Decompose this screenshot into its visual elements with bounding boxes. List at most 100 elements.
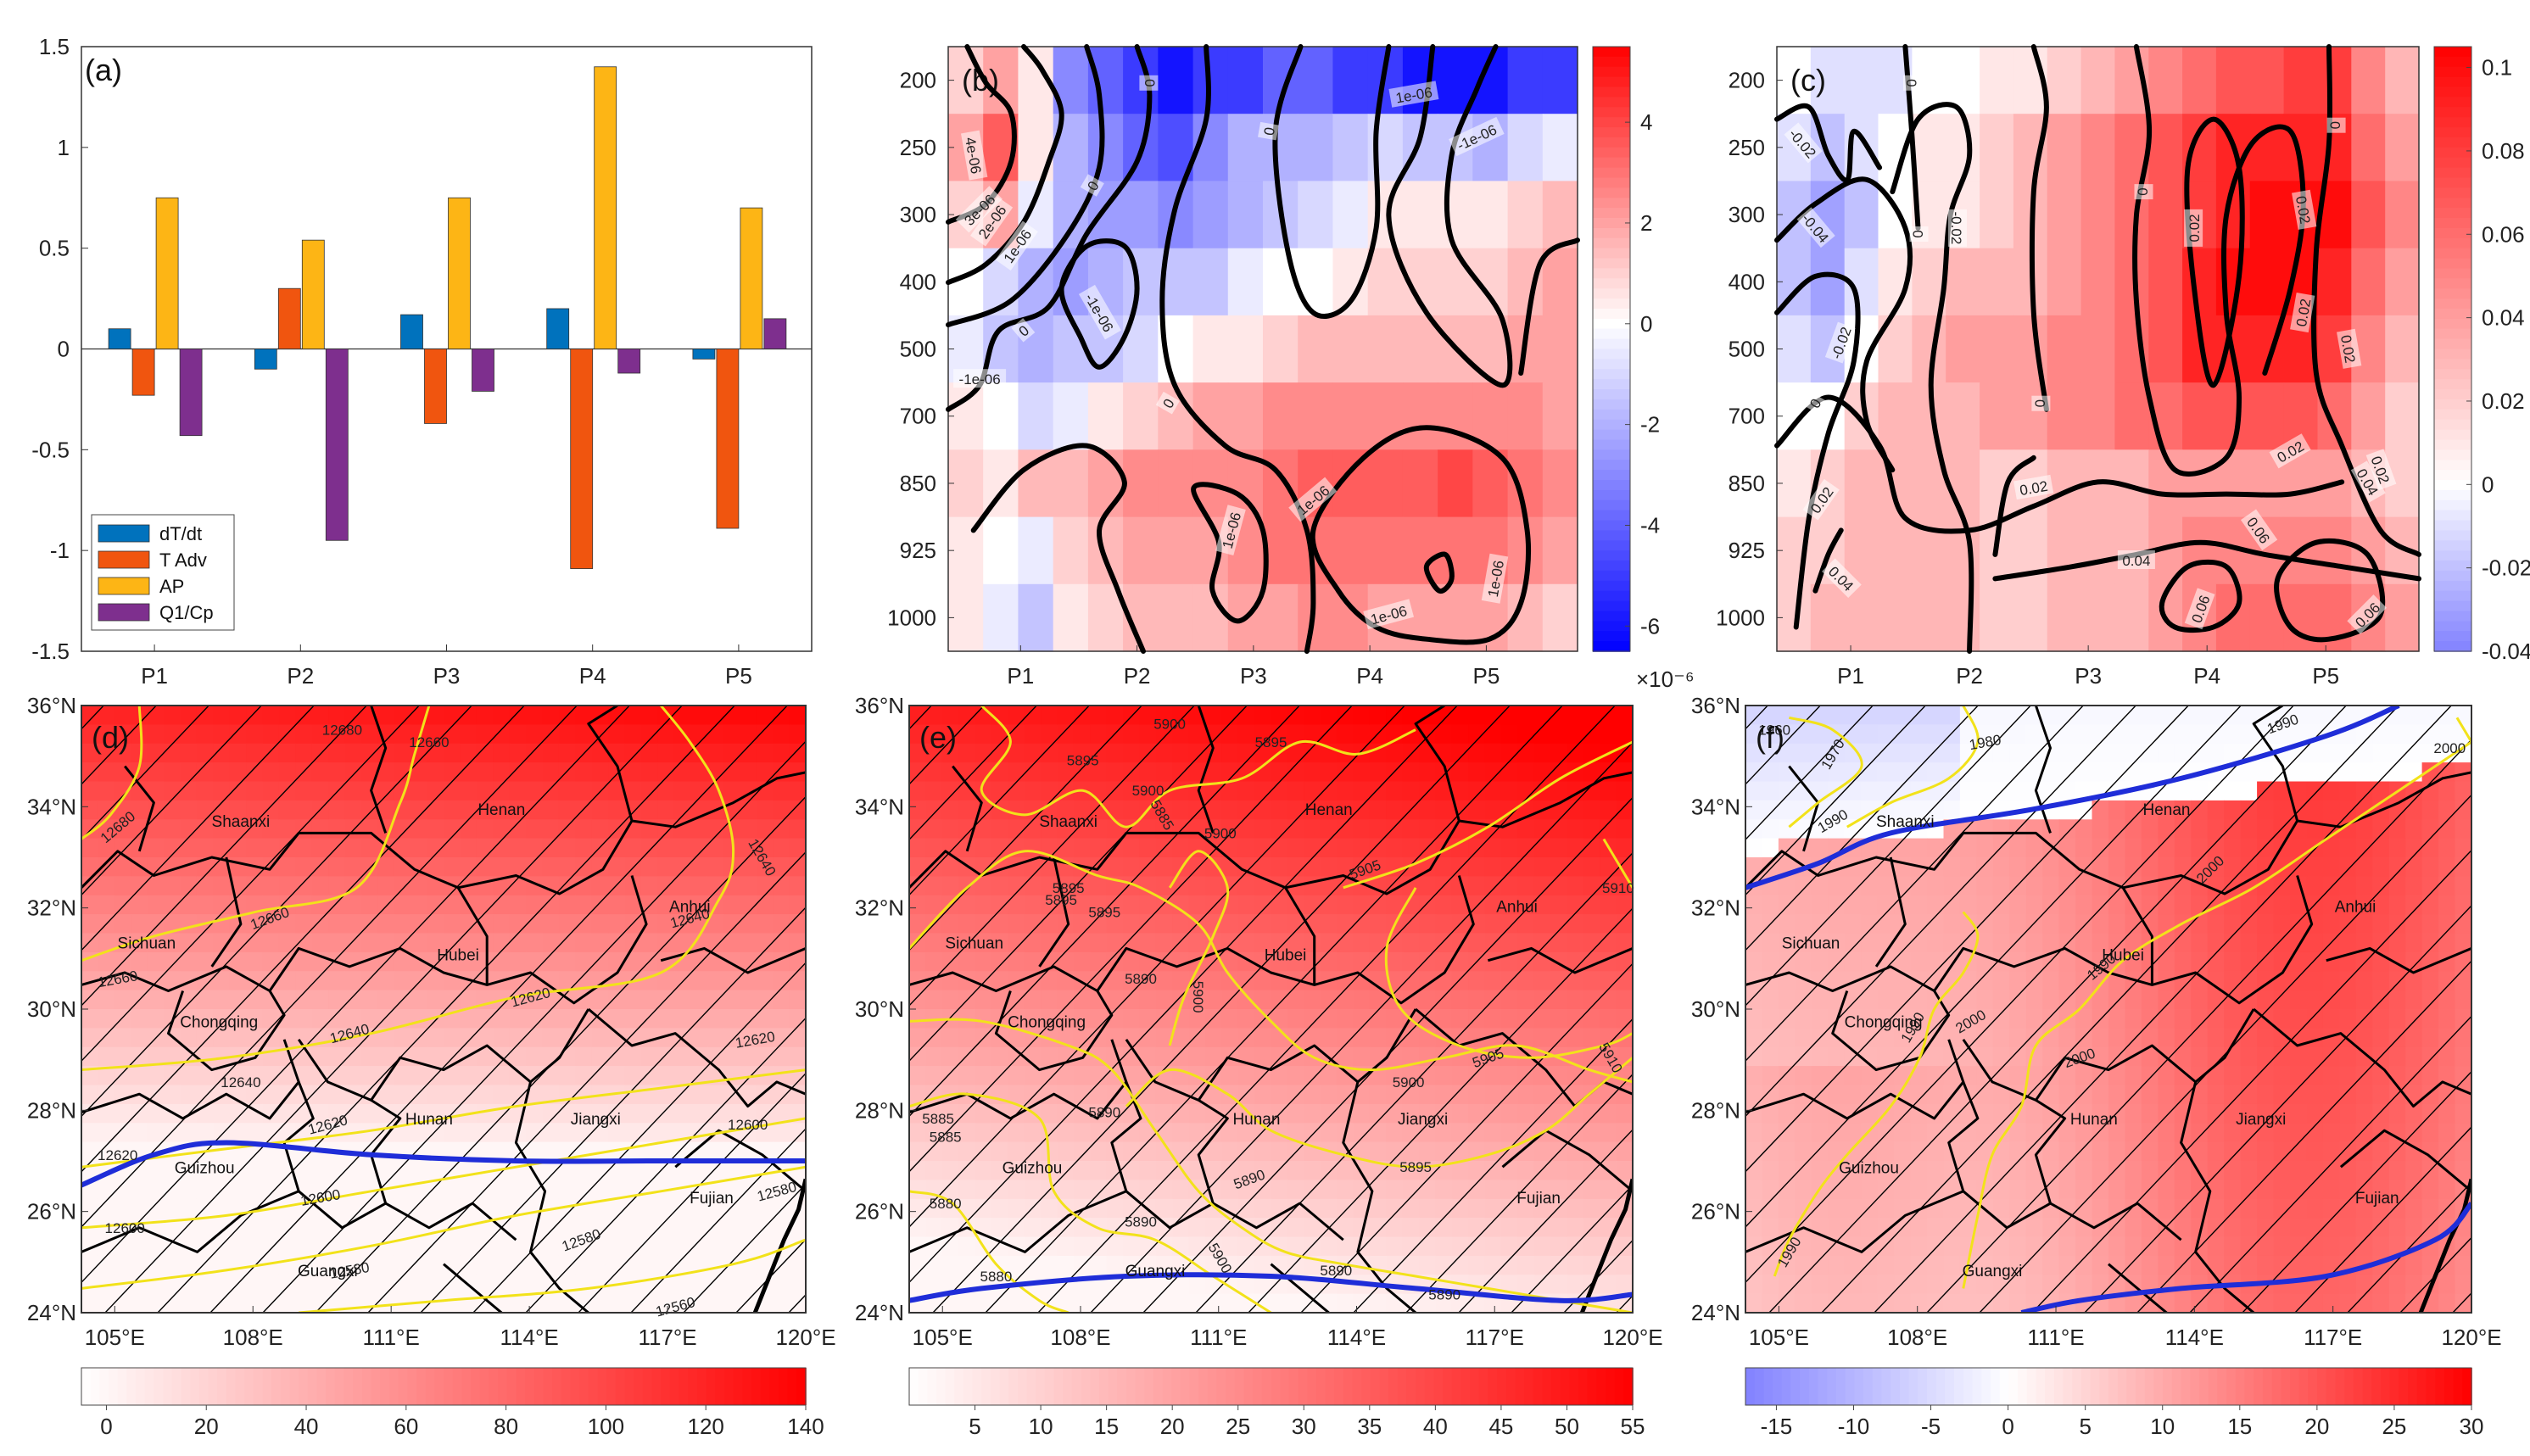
panel-d-field-cell <box>526 1009 544 1029</box>
panel-d-field-cell <box>558 743 576 763</box>
panel-d-field-cell <box>542 1218 560 1238</box>
panel-e-field-cell <box>958 1236 976 1257</box>
panel-d-field-cell <box>542 800 560 820</box>
panel-d-field-cell <box>377 1236 395 1257</box>
panel-e-field-cell <box>1287 838 1304 858</box>
panel-e-field-cell <box>975 990 992 1010</box>
contour-label-group: 5895 <box>1088 904 1120 920</box>
contour-label-group: 0 <box>1155 391 1180 415</box>
province-label: Fujian <box>690 1190 734 1208</box>
panel-e-field-cell <box>1320 1028 1338 1048</box>
panel-d-field-cell <box>773 1123 790 1143</box>
panel-e-field-cell <box>1320 914 1338 934</box>
panel-f-field-cell <box>2075 914 2093 934</box>
panel-d-field-cell <box>773 724 790 745</box>
panel-d-field-cell <box>131 1028 148 1048</box>
panel-e-field-cell <box>925 800 943 820</box>
panel-f-field-cell <box>1927 951 1945 972</box>
panel-f-field-cell <box>2372 876 2390 896</box>
panel-d-field-cell <box>81 781 99 801</box>
panel-e-field-cell <box>1024 951 1042 972</box>
panel-f-field-cell <box>2405 1046 2423 1067</box>
panel-e-field-cell <box>1435 1009 1453 1029</box>
panel-e-field-cell <box>991 1046 1008 1067</box>
panel-c-cell <box>1980 47 2014 114</box>
panel-d-field-cell <box>344 1046 362 1067</box>
panel-e-field-cell <box>1567 914 1584 934</box>
panel-d-field-cell <box>476 857 494 878</box>
panel-e-field-cell <box>1106 1236 1124 1257</box>
colorbar-b-swatch <box>1593 590 1630 602</box>
panel-e-field-cell <box>1353 951 1371 972</box>
panel-e-field-cell <box>1500 1161 1518 1181</box>
panel-d-field-cell <box>344 1198 362 1219</box>
panel-f-field-cell <box>2158 838 2175 858</box>
panel-e-field-cell <box>1435 1236 1453 1257</box>
panel-e-field-cell <box>1271 1085 1288 1105</box>
panel-e-field-cell <box>1435 1066 1453 1086</box>
panel-d-field-cell <box>377 933 395 953</box>
panel-f-field-cell <box>2141 857 2159 878</box>
panel-e-field-cell <box>1254 1141 1272 1162</box>
panel-d-field-cell <box>81 1123 99 1143</box>
panel-d-field-cell <box>246 1218 264 1238</box>
panel-c-cell <box>2148 181 2183 249</box>
panel-d-field-cell <box>624 1255 642 1275</box>
colorbar-c-swatch <box>2434 530 2471 542</box>
panel-e-field-cell <box>925 819 943 840</box>
panel-e-field-cell <box>1435 800 1453 820</box>
panel-f-field-cell <box>2388 1009 2406 1029</box>
panel-e-field-cell <box>1320 1236 1338 1257</box>
colorbar-e-swatch <box>1243 1368 1254 1405</box>
panel-d-field-cell <box>640 990 658 1010</box>
panel-a: 1.510.50-0.5-1-1.5P1 P2 P3 P4 P5(a)dT/dtT Ad… <box>31 34 813 689</box>
panel-d-field-cell <box>81 838 99 858</box>
colorbar-e-swatch <box>1108 1368 1119 1405</box>
panel-e-field-cell <box>1468 876 1486 896</box>
panel-e-field-cell <box>1106 857 1124 878</box>
panel-d-field-cell <box>657 743 675 763</box>
panel-d-field-cell <box>98 800 115 820</box>
panel-d-field-cell <box>213 762 231 783</box>
panel-f-field-cell <box>2042 1046 2060 1067</box>
panel-e-field-cell <box>1419 819 1437 840</box>
panel-f-field-cell <box>1877 1046 1895 1067</box>
panel-d-field-cell <box>427 1180 444 1200</box>
colorbar-d-swatch <box>289 1368 299 1405</box>
colorbar-e-swatch <box>1036 1368 1046 1405</box>
panel-e-field-cell <box>1057 724 1075 745</box>
panel-f-field-cell <box>2158 951 2175 972</box>
colorbar-d-swatch <box>117 1368 128 1405</box>
panel-d-field-cell <box>740 933 757 953</box>
panel-d-field-cell <box>262 781 280 801</box>
panel-e-field-cell <box>1237 876 1255 896</box>
panel-c-cell <box>2249 382 2285 450</box>
panel-f-field-cell <box>1927 876 1945 896</box>
colorbar-d-swatch <box>181 1368 191 1405</box>
panel-f-field-cell <box>2257 914 2275 934</box>
panel-e-field-cell <box>1106 743 1124 763</box>
panel-d-field-cell <box>377 1046 395 1067</box>
panel-d-field-cell <box>723 1236 741 1257</box>
panel-d-field-cell <box>114 1046 131 1067</box>
legend-swatch <box>98 550 150 569</box>
panel-f-field-cell <box>1927 724 1945 745</box>
panel-e-field-cell <box>1024 1218 1042 1238</box>
panel-e-field-cell <box>1451 1180 1469 1200</box>
panel-f-field-cell <box>1762 933 1779 953</box>
panel-e-field-cell <box>1600 1123 1617 1143</box>
panel-d-field-cell <box>476 781 494 801</box>
panel-f-field-cell <box>2009 706 2027 726</box>
panel-e-field-cell <box>1024 1255 1042 1275</box>
contour-label-bg <box>1078 284 1121 340</box>
panel-d-field-cell <box>311 1161 329 1181</box>
contour-label-group: 0 <box>1139 75 1159 91</box>
panel-d-field-cell <box>394 1161 411 1181</box>
panel-b-cell <box>1123 516 1159 585</box>
panel-d-field-cell <box>180 1180 198 1200</box>
panel-f-field-cell <box>2273 914 2291 934</box>
colorbar-d-swatch <box>696 1368 707 1405</box>
panel-f-field-cell <box>1795 951 1812 972</box>
panel-e-field-cell <box>1073 990 1091 1010</box>
panel-f-field-cell <box>2174 933 2192 953</box>
